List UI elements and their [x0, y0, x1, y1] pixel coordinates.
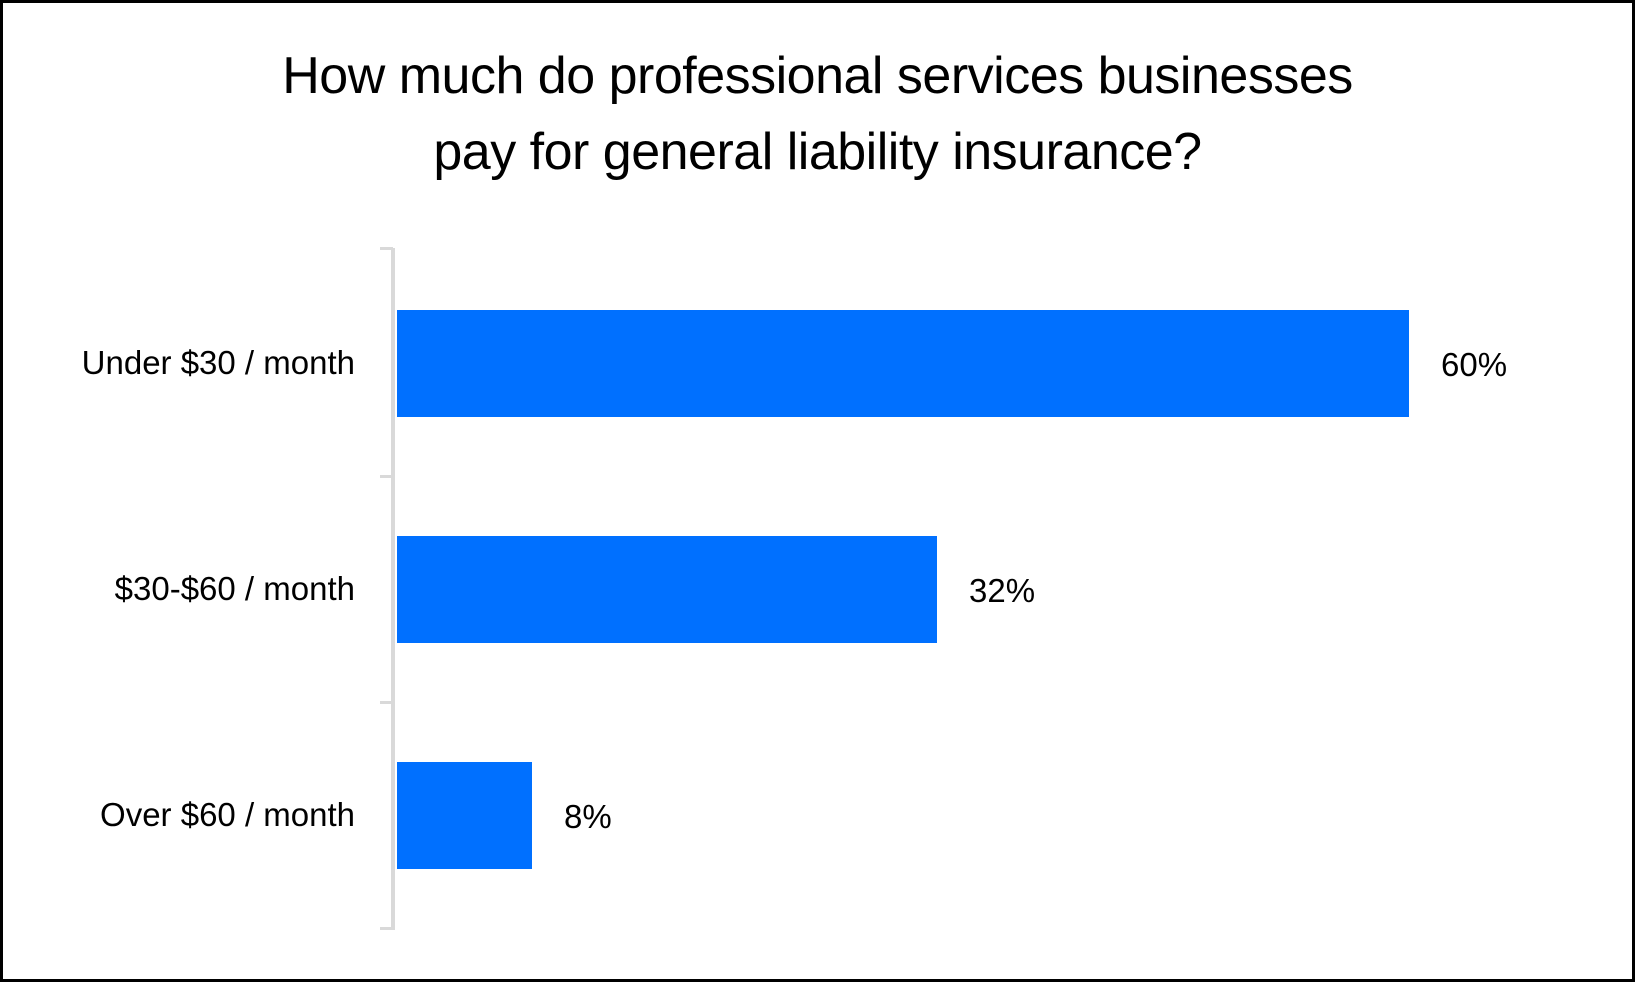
chart-title-line-1: How much do professional services busine… — [282, 47, 1353, 105]
category-label: Under $30 / month — [81, 344, 355, 381]
chart-title: How much do professional services busine… — [0, 38, 1635, 190]
value-label: 32% — [969, 572, 1036, 609]
chart-title-line-2: pay for general liability insurance? — [433, 123, 1202, 181]
axis-tick — [380, 927, 393, 930]
axis-tick — [380, 247, 393, 250]
category-label: Over $60 / month — [100, 796, 355, 833]
bar — [397, 310, 1409, 417]
bar — [397, 536, 937, 643]
axis-tick — [380, 475, 393, 478]
category-label: $30-$60 / month — [114, 570, 355, 607]
bar — [397, 762, 532, 869]
value-label: 60% — [1441, 346, 1508, 383]
axis-tick — [380, 701, 393, 704]
value-label: 8% — [564, 798, 612, 835]
category-axis-line — [391, 248, 395, 930]
